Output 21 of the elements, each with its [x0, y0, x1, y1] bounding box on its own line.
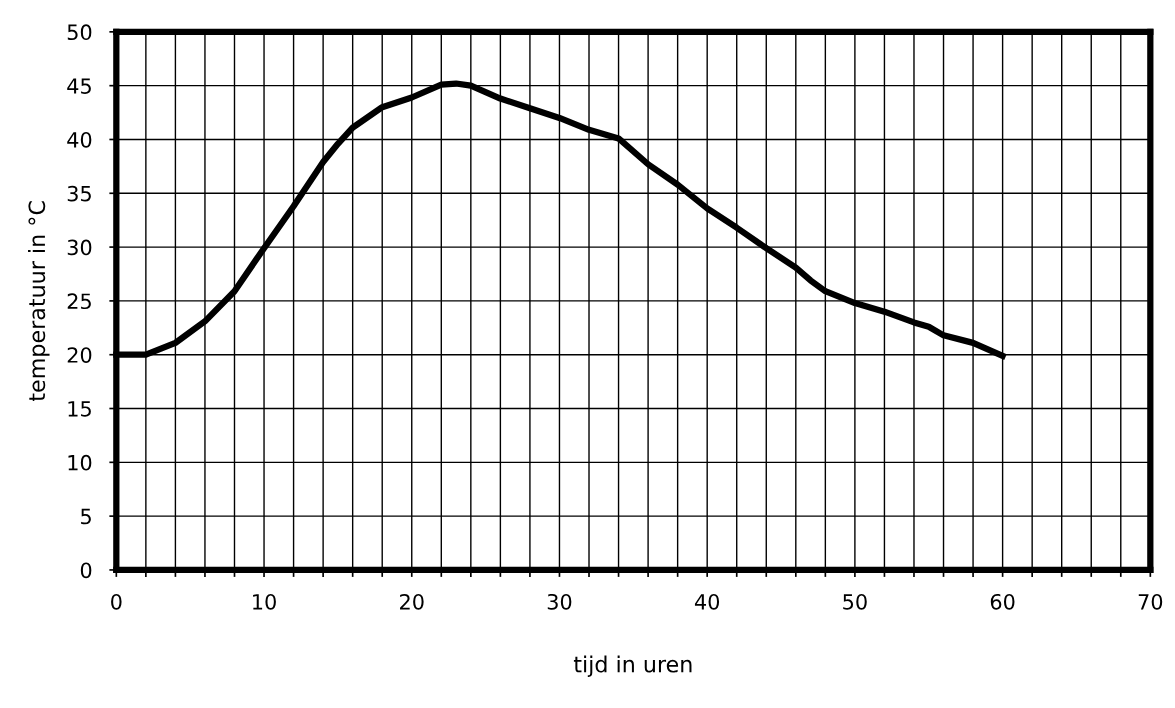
y-tick-label: 45	[67, 78, 91, 94]
x-tick-label: 0	[111, 593, 122, 610]
y-tick-label: 5	[81, 508, 91, 525]
y-tick-label: 40	[67, 131, 92, 148]
x-tick-label: 50	[843, 593, 867, 610]
x-tick-label: 60	[990, 593, 1015, 610]
x-tick-label: 40	[694, 593, 720, 610]
y-tick-label: 15	[68, 401, 91, 417]
y-tick-label: 10	[68, 454, 92, 471]
y-tick-label: 0	[80, 562, 92, 579]
x-tick-label: 20	[400, 593, 424, 610]
x-tick-label: 30	[547, 593, 572, 610]
x-tick-label: 70	[1138, 593, 1163, 610]
y-tick-label: 50	[67, 24, 92, 41]
y-tick-label: 35	[67, 185, 91, 202]
y-axis-title: temperatuur in °C	[28, 201, 50, 402]
x-tick-label: 10	[253, 593, 276, 610]
y-tick-label: 20	[67, 347, 92, 363]
x-axis-title: tijd in uren	[573, 655, 692, 677]
y-tick-label: 30	[67, 239, 92, 256]
y-tick-label: 25	[67, 293, 91, 310]
